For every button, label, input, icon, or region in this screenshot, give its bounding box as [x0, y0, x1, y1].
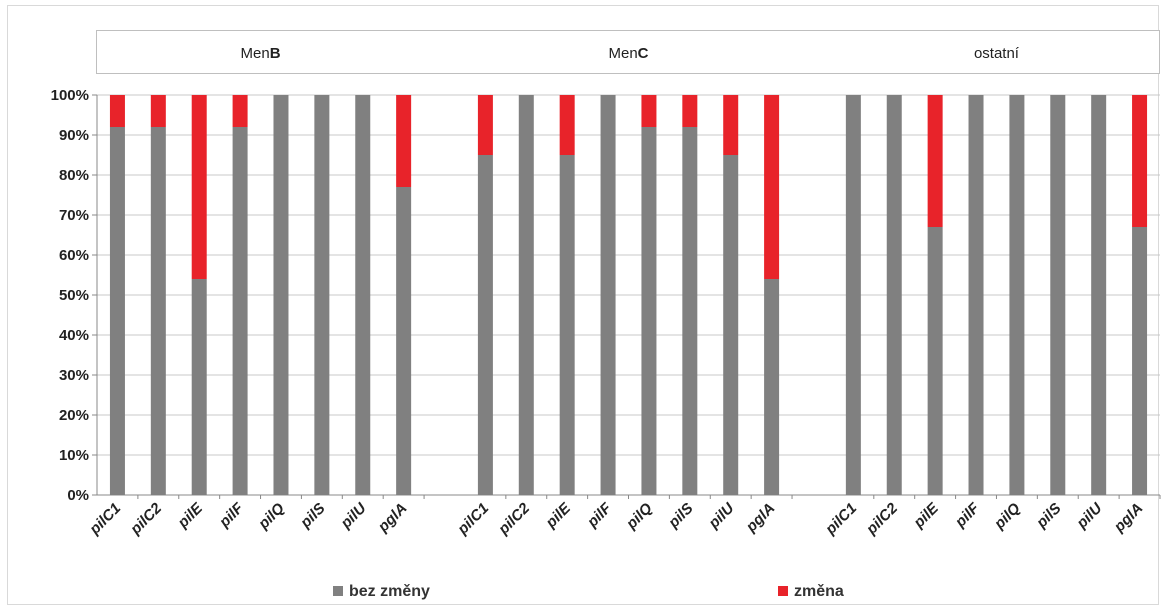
x-category-label: pilC2	[862, 499, 901, 538]
bar-bez_zmeny	[1132, 227, 1148, 495]
bar-zmena	[232, 95, 248, 127]
bar-zmena	[559, 95, 575, 155]
bar-bez_zmeny	[682, 127, 698, 495]
bar-bez_zmeny	[518, 95, 534, 495]
x-category-label: pilC2	[494, 499, 533, 538]
bar-zmena	[396, 95, 412, 187]
x-category-label: pilQ	[254, 500, 288, 534]
bar-zmena	[723, 95, 739, 155]
bar-bez_zmeny	[641, 127, 657, 495]
x-category-label: pilS	[297, 500, 329, 532]
bar-bez_zmeny	[559, 155, 575, 495]
x-category-label: pilC1	[454, 500, 493, 539]
x-category-label: pilF	[951, 499, 983, 531]
x-category-label: pilU	[705, 499, 739, 533]
bar-bez_zmeny	[150, 127, 166, 495]
bar-bez_zmeny	[723, 155, 739, 495]
x-category-label: pilC1	[86, 500, 125, 539]
group-label: MenB	[241, 45, 281, 62]
bar-zmena	[764, 95, 780, 279]
x-category-label: pilS	[664, 500, 696, 532]
group-header-box	[96, 30, 1160, 74]
x-category-label: pilE	[542, 499, 575, 532]
bar-bez_zmeny	[273, 95, 289, 495]
x-category-label: pilE	[174, 499, 207, 532]
y-tick-label: 90%	[59, 127, 89, 144]
y-tick-label: 10%	[59, 447, 89, 464]
y-tick-label: 50%	[59, 287, 89, 304]
y-tick-label: 60%	[59, 247, 89, 264]
bar-bez_zmeny	[600, 95, 616, 495]
bar-bez_zmeny	[927, 227, 943, 495]
bar-bez_zmeny	[314, 95, 330, 495]
bar-zmena	[150, 95, 166, 127]
x-category-label: pglA	[374, 500, 410, 536]
bar-zmena	[477, 95, 493, 155]
group-label: ostatní	[974, 45, 1020, 62]
y-tick-label: 80%	[59, 167, 89, 184]
bar-bez_zmeny	[232, 127, 248, 495]
legend-label-zmena: změna	[794, 583, 844, 600]
bar-bez_zmeny	[1009, 95, 1025, 495]
y-tick-label: 0%	[67, 487, 89, 504]
bar-bez_zmeny	[1091, 95, 1107, 495]
x-category-label: pilQ	[622, 500, 656, 534]
x-category-label: pilC1	[822, 500, 861, 539]
bar-bez_zmeny	[355, 95, 371, 495]
x-category-label: pilE	[910, 499, 943, 532]
x-category-label: pilQ	[990, 500, 1024, 534]
bar-bez_zmeny	[968, 95, 984, 495]
bar-bez_zmeny	[396, 187, 412, 495]
bar-zmena	[682, 95, 698, 127]
bar-bez_zmeny	[845, 95, 861, 495]
legend-swatch-bez_zmeny	[333, 586, 343, 596]
bar-zmena	[641, 95, 657, 127]
bar-bez_zmeny	[1050, 95, 1066, 495]
x-category-label: pilU	[1073, 499, 1107, 533]
bar-bez_zmeny	[191, 279, 207, 495]
y-tick-label: 70%	[59, 207, 89, 224]
legend-swatch-zmena	[778, 586, 788, 596]
legend-label-bez_zmeny: bez změny	[349, 583, 430, 600]
bar-bez_zmeny	[764, 279, 780, 495]
bar-zmena	[1132, 95, 1148, 227]
x-category-label: pilS	[1032, 500, 1064, 532]
bar-zmena	[109, 95, 125, 127]
bar-bez_zmeny	[477, 155, 493, 495]
y-tick-label: 30%	[59, 367, 89, 384]
x-category-label: pglA	[1110, 500, 1146, 536]
x-category-label: pilC2	[126, 499, 165, 538]
bar-zmena	[191, 95, 207, 279]
x-category-label: pilU	[337, 499, 371, 533]
x-category-label: pglA	[742, 500, 778, 536]
x-category-label: pilF	[215, 499, 247, 531]
y-tick-label: 20%	[59, 407, 89, 424]
bar-bez_zmeny	[109, 127, 125, 495]
y-tick-label: 40%	[59, 327, 89, 344]
y-tick-label: 100%	[51, 87, 89, 104]
group-label: MenC	[608, 45, 648, 62]
x-category-label: pilF	[583, 499, 615, 531]
bar-bez_zmeny	[886, 95, 902, 495]
bar-zmena	[927, 95, 943, 227]
